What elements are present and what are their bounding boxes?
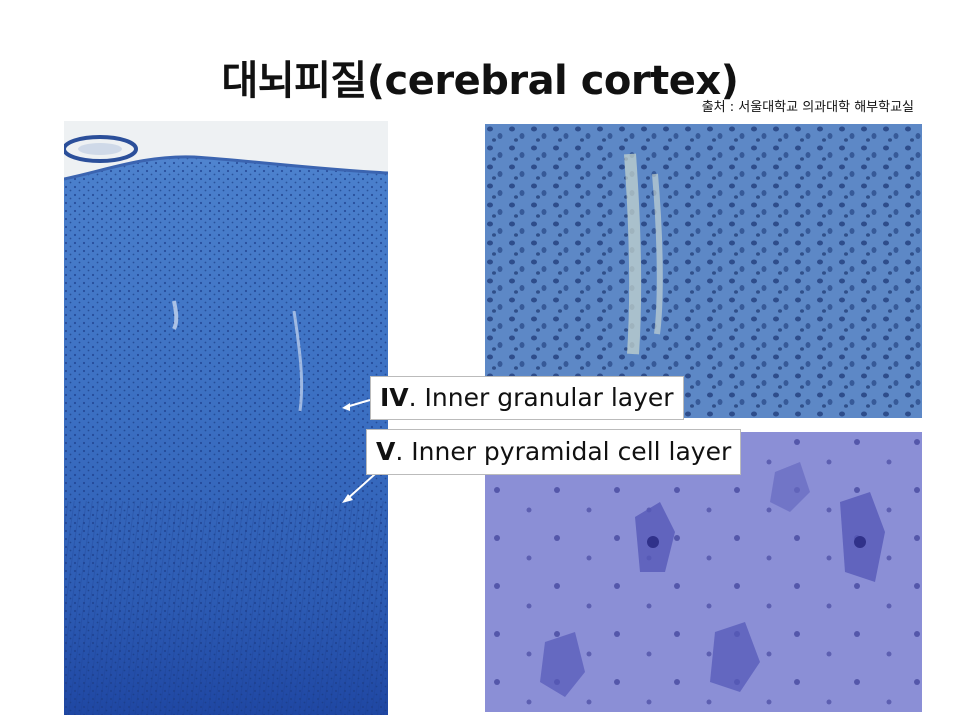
label-v-numeral: V <box>376 437 396 466</box>
inner-granular-layer-label: IV. Inner granular layer <box>370 376 684 420</box>
cortex-low-magnification-image <box>64 121 388 715</box>
label-iv-text: . Inner granular layer <box>408 383 674 412</box>
inner-pyramidal-cell-layer-label: V. Inner pyramidal cell layer <box>366 429 742 475</box>
image-source-credit: 출처 : 서울대학교 의과대학 해부학교실 <box>701 100 914 115</box>
inner-pyramidal-layer-image <box>485 432 922 712</box>
label-v-text: . Inner pyramidal cell layer <box>395 437 732 466</box>
inner-granular-layer-image <box>485 124 922 418</box>
label-iv-numeral: IV <box>380 383 409 412</box>
slide-title: 대뇌피질(cerebral cortex) <box>221 58 739 104</box>
